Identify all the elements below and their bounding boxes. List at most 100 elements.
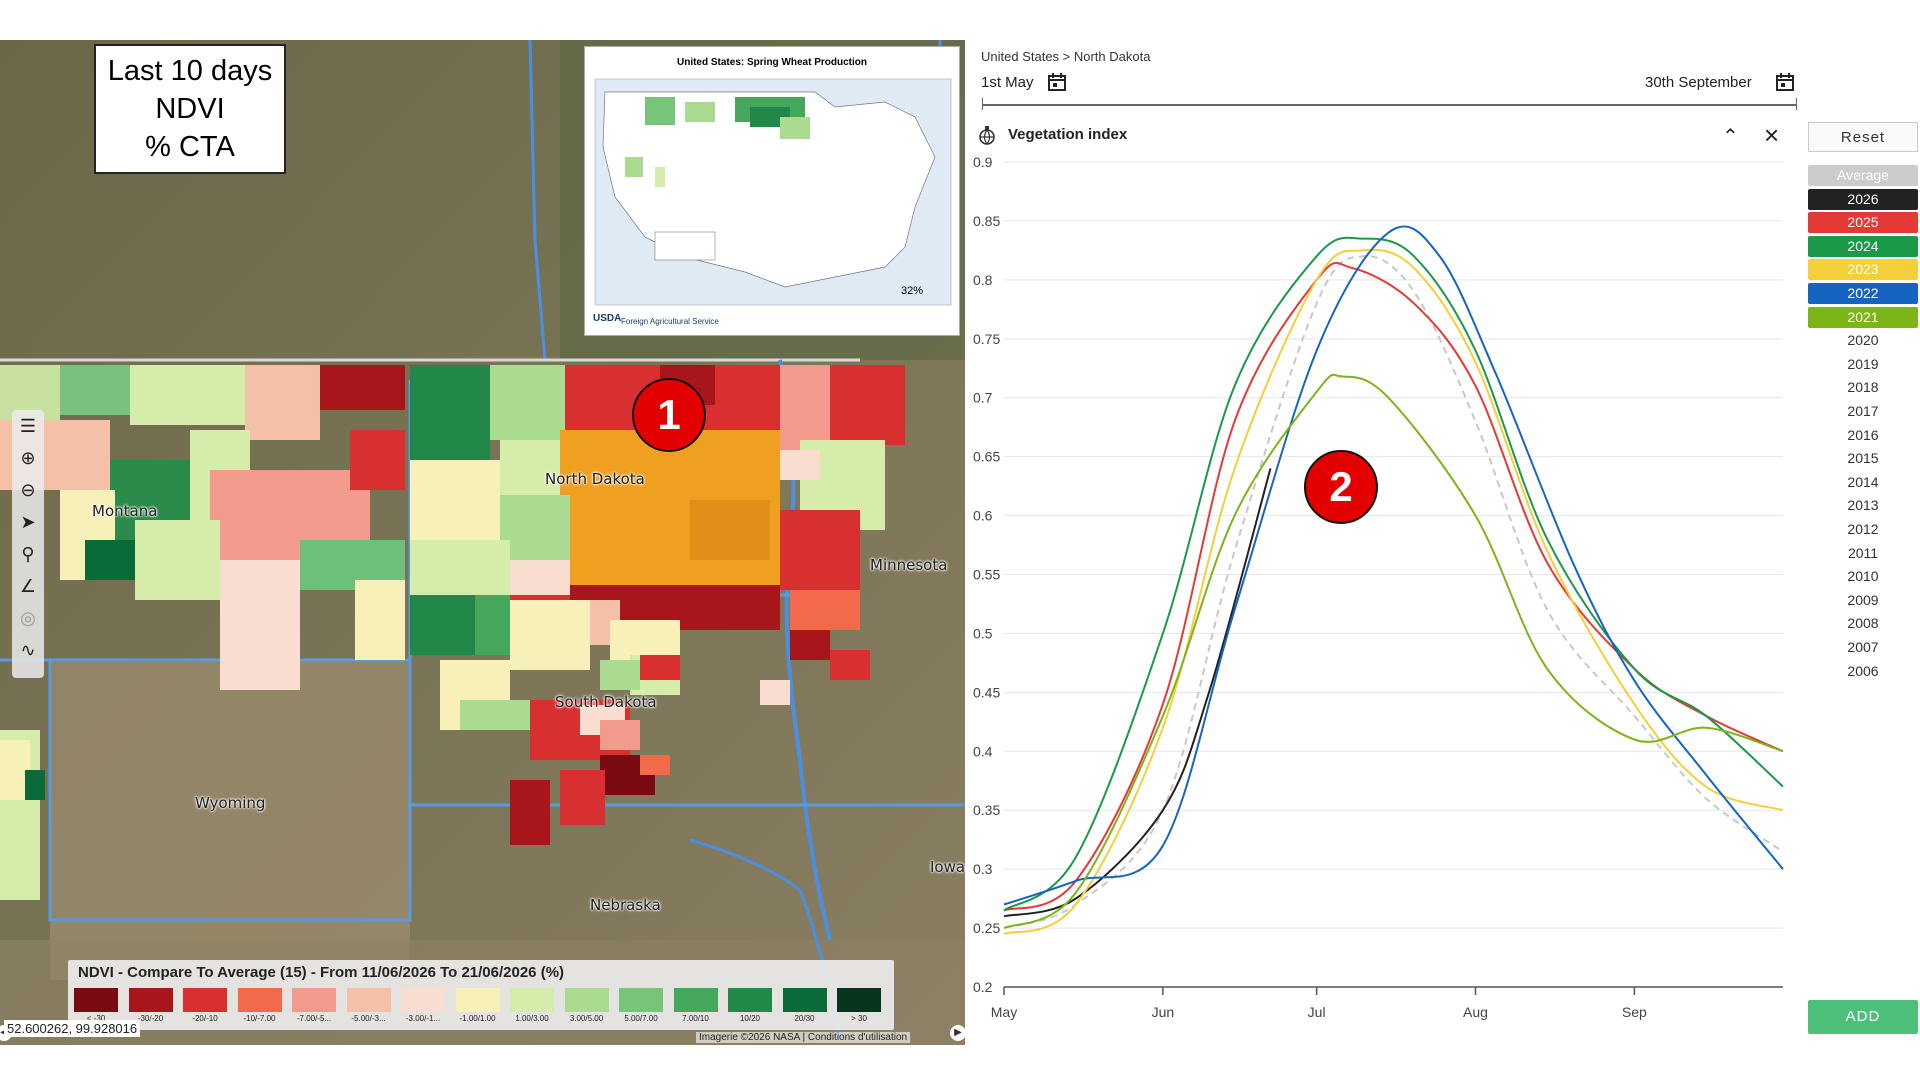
y-tick-label: 0.5 bbox=[973, 625, 993, 641]
year-button-2016[interactable]: 2016 bbox=[1847, 426, 1879, 443]
close-icon[interactable]: × bbox=[1764, 120, 1780, 150]
legend-label: -3.00/-1... bbox=[405, 1014, 441, 1023]
y-tick-label: 0.25 bbox=[973, 920, 1000, 936]
year-button-2007[interactable]: 2007 bbox=[1847, 639, 1879, 655]
year-button-2012[interactable]: 2012 bbox=[1847, 521, 1879, 537]
year-button-2011[interactable]: 2011 bbox=[1847, 544, 1879, 561]
year-button-2022[interactable]: 2022 bbox=[1808, 283, 1918, 304]
draw-icon[interactable]: ∿ bbox=[20, 640, 36, 660]
year-button-2018[interactable]: 2018 bbox=[1847, 379, 1879, 396]
year-button-2024[interactable]: 2024 bbox=[1808, 235, 1918, 257]
calendar-end-icon[interactable] bbox=[1776, 73, 1794, 91]
year-button-2026[interactable]: 2026 bbox=[1808, 188, 1918, 210]
usda-inset-map: United States: Spring Wheat Production 3… bbox=[584, 46, 960, 336]
year-button-2021[interactable]: 2021 bbox=[1808, 306, 1918, 328]
inset-share: 32% bbox=[901, 285, 924, 297]
year-button-2020[interactable]: 2020 bbox=[1847, 332, 1879, 349]
year-button-2017[interactable]: 2017 bbox=[1847, 403, 1879, 419]
date-range-slider[interactable] bbox=[982, 104, 1797, 106]
date-start[interactable]: 1st May bbox=[981, 74, 1034, 91]
legend-swatch bbox=[128, 988, 173, 1012]
coordinate-readout: 52.600262, 99.928016 bbox=[4, 1020, 141, 1037]
year-button-2006[interactable]: 2006 bbox=[1847, 662, 1879, 679]
scroll-right-icon[interactable]: ▶ bbox=[950, 1025, 965, 1041]
legend-swatch bbox=[455, 988, 500, 1012]
year-button-2013[interactable]: 2013 bbox=[1847, 497, 1879, 514]
collapse-icon[interactable]: ⌃ bbox=[1722, 126, 1739, 148]
y-tick-label: 0.9 bbox=[973, 154, 993, 170]
navigate-icon[interactable]: ➤ bbox=[20, 512, 36, 532]
y-tick-label: 0.2 bbox=[973, 979, 993, 995]
slider-start-handle[interactable] bbox=[982, 98, 983, 110]
zoom-in-icon[interactable]: ⊕ bbox=[20, 448, 36, 468]
info-line-period: Last 10 days bbox=[107, 55, 273, 87]
legend-label: 20/30 bbox=[794, 1014, 815, 1023]
legend-swatch bbox=[346, 988, 391, 1012]
map-legend: NDVI - Compare To Average (15) - From 11… bbox=[68, 960, 894, 1030]
legend-swatch bbox=[673, 988, 718, 1012]
legend-label: < -30 bbox=[86, 1014, 106, 1023]
breadcrumb[interactable]: United States > North Dakota bbox=[981, 49, 1151, 64]
search-icon[interactable]: ⚲ bbox=[21, 544, 35, 564]
x-tick-label: Aug bbox=[1463, 1004, 1488, 1020]
date-end[interactable]: 30th September bbox=[1645, 74, 1752, 91]
label-montana: Montana bbox=[92, 502, 158, 520]
legend-swatch bbox=[74, 988, 118, 1012]
year-button-2014[interactable]: 2014 bbox=[1847, 473, 1879, 490]
info-box: Last 10 days NDVI % CTA bbox=[94, 44, 286, 174]
year-button-2019[interactable]: 2019 bbox=[1847, 355, 1879, 372]
label-south-dakota: South Dakota bbox=[555, 693, 657, 711]
year-button-average[interactable]: Average bbox=[1808, 165, 1918, 186]
legend-label: 1.00/3.00 bbox=[515, 1014, 549, 1023]
legend-swatch bbox=[619, 988, 663, 1012]
x-tick-label: Jul bbox=[1308, 1004, 1326, 1020]
legend-swatch bbox=[728, 988, 772, 1012]
year-button-2010[interactable]: 2010 bbox=[1847, 568, 1879, 585]
label-iowa: Iowa bbox=[930, 858, 965, 876]
series-line-2022 bbox=[1003, 225, 1784, 906]
legend-swatch bbox=[510, 988, 554, 1012]
target-icon[interactable]: ◎ bbox=[20, 608, 36, 628]
year-button-2008[interactable]: 2008 bbox=[1847, 615, 1879, 632]
reset-button[interactable]: Reset bbox=[1808, 122, 1918, 152]
y-tick-label: 0.35 bbox=[973, 802, 1000, 818]
info-line-mode: % CTA bbox=[145, 131, 235, 163]
year-button-2009[interactable]: 2009 bbox=[1847, 591, 1879, 608]
y-tick-label: 0.6 bbox=[973, 508, 993, 524]
legend-label: -1.00/1.00 bbox=[459, 1014, 496, 1023]
badge-2: 2 bbox=[1304, 450, 1378, 524]
y-tick-label: 0.55 bbox=[973, 567, 1000, 583]
inset-us-map bbox=[594, 78, 952, 306]
map-view[interactable]: Last 10 days NDVI % CTA United States: S… bbox=[0, 40, 965, 1045]
y-tick-label: 0.8 bbox=[973, 272, 993, 288]
globe-icon bbox=[979, 126, 995, 145]
y-tick-label: 0.45 bbox=[973, 684, 1000, 700]
label-minnesota: Minnesota bbox=[870, 556, 948, 574]
slider-end-handle[interactable] bbox=[1796, 98, 1797, 110]
y-tick-label: 0.75 bbox=[973, 331, 1000, 347]
calendar-start-icon[interactable] bbox=[1048, 73, 1066, 91]
y-tick-label: 0.7 bbox=[973, 390, 993, 406]
badge-1: 1 bbox=[632, 378, 706, 452]
x-tick-label: Sep bbox=[1622, 1004, 1647, 1020]
add-button[interactable]: ADD bbox=[1808, 1000, 1918, 1034]
year-button-2025[interactable]: 2025 bbox=[1808, 212, 1918, 234]
legend-swatch bbox=[183, 988, 227, 1012]
year-button-2015[interactable]: 2015 bbox=[1847, 450, 1879, 467]
map-toolbar: ☰ ⊕ ⊖ ➤ ⚲ ∠ ◎ ∿ bbox=[12, 410, 44, 678]
legend-label: -30/-20 bbox=[137, 1014, 164, 1023]
x-tick-label: Jun bbox=[1152, 1004, 1175, 1020]
series-line-2021 bbox=[1003, 373, 1784, 929]
legend-label: 7.00/10 bbox=[682, 1014, 709, 1023]
legend-label: 3.00/5.00 bbox=[569, 1014, 604, 1023]
legend-swatch bbox=[782, 988, 827, 1012]
measure-icon[interactable]: ∠ bbox=[19, 576, 37, 596]
map-credits[interactable]: Imagerie ©2026 NASA | Conditions d'utili… bbox=[696, 1032, 911, 1043]
legend-swatch bbox=[292, 988, 336, 1012]
info-line-index: NDVI bbox=[155, 93, 225, 125]
layers-icon[interactable]: ☰ bbox=[19, 416, 37, 436]
zoom-out-icon[interactable]: ⊖ bbox=[20, 480, 36, 500]
label-north-dakota: North Dakota bbox=[545, 470, 645, 488]
year-button-2023[interactable]: 2023 bbox=[1808, 259, 1918, 281]
legend-label: -10/-7.00 bbox=[243, 1014, 276, 1023]
